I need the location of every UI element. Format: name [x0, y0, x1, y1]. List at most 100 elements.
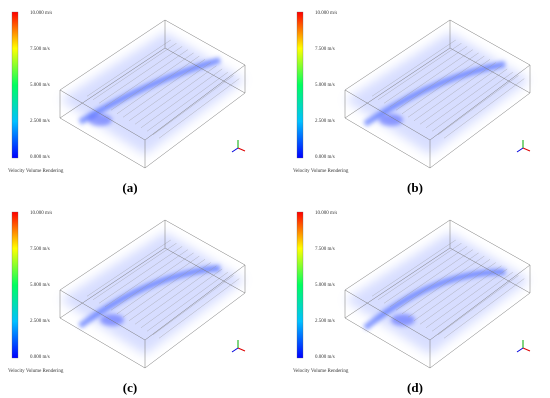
axis-z [516, 147, 524, 153]
wireframe [59, 289, 146, 341]
wireframe [59, 47, 166, 119]
panel: 10.000 m/s 7.500 m/s 5.000 m/s 2.500 m/s 0.0… [293, 211, 531, 395]
wireframe [116, 55, 200, 114]
wireframe [128, 262, 211, 321]
wireframe [140, 268, 223, 328]
wireframe [144, 92, 246, 169]
wireframe [371, 239, 456, 297]
wireframe [59, 247, 166, 319]
wireframe [443, 78, 525, 139]
wireframe [134, 65, 217, 125]
wireframe [122, 259, 206, 318]
flow-cloud [345, 232, 530, 355]
wireframe [344, 19, 451, 91]
axis-x [522, 347, 531, 352]
wireframe [59, 19, 166, 91]
wireframe [128, 62, 211, 121]
panel: 10.000 m/s 7.500 m/s 5.000 m/s 2.500 m/s 0.0… [293, 11, 531, 195]
legend-title: Velocity Volume Rendering [8, 169, 64, 174]
scale-label: 5.000 m/s [30, 283, 50, 288]
wireframe [344, 247, 451, 319]
axis-x [237, 147, 246, 152]
wireframe [344, 317, 431, 369]
wireframe [140, 68, 223, 128]
colorbar [296, 11, 304, 159]
legend-title: Velocity Volume Rendering [8, 369, 64, 374]
scale-label: 2.500 m/s [30, 319, 50, 324]
wireframe [98, 246, 183, 304]
flow-jet [363, 268, 506, 331]
flow-core [391, 314, 415, 326]
wireframe [449, 247, 531, 294]
wireframe [419, 65, 502, 125]
panel-label: (d) [407, 380, 423, 395]
wireframe [344, 47, 451, 119]
wireframe [413, 62, 496, 121]
wireframe [383, 246, 468, 304]
wireframe [146, 272, 228, 332]
axis-x [522, 147, 531, 152]
wireframe [86, 239, 171, 297]
flow-core [379, 114, 403, 126]
wireframe [104, 49, 188, 107]
legend-title: Velocity Volume Rendering [293, 369, 349, 374]
wireframe [425, 68, 508, 128]
wireframe [59, 219, 166, 291]
scale-label: 0.000 m/s [315, 355, 335, 360]
scale-label: 2.500 m/s [315, 119, 335, 124]
wireframe [144, 292, 246, 369]
scale-label: 10.000 m/s [30, 11, 52, 16]
axis-x [237, 347, 246, 352]
panel-label: (a) [122, 180, 137, 195]
wireframe [449, 19, 531, 66]
scale-label: 0.000 m/s [30, 355, 50, 360]
wireframe [164, 247, 246, 294]
wireframe [110, 52, 194, 111]
wireframe [116, 255, 200, 314]
wireframe [407, 259, 491, 318]
wireframe [344, 289, 431, 341]
scale-label: 10.000 m/s [30, 211, 52, 216]
wireframe [158, 78, 240, 139]
wireframe [401, 55, 485, 114]
wireframe [383, 46, 468, 104]
wireframe [110, 252, 194, 311]
wireframe [425, 268, 508, 328]
wireframe [86, 39, 171, 97]
panel-label: (b) [407, 180, 423, 195]
scale-label: 10.000 m/s [315, 211, 337, 216]
wireframe [413, 262, 496, 321]
wireframe [377, 243, 462, 300]
wireframe [395, 52, 479, 111]
wireframe [449, 47, 531, 94]
wireframe [407, 59, 491, 118]
flow-jet [78, 57, 221, 125]
wireframe [437, 75, 519, 135]
wireframe [344, 219, 451, 291]
wireframe [152, 75, 234, 135]
wireframe [401, 255, 485, 314]
colorbar [11, 211, 19, 359]
wireframe [389, 49, 473, 107]
wireframe [98, 46, 183, 104]
axis-z [516, 347, 524, 353]
axis-z [231, 347, 239, 353]
wireframe [164, 19, 246, 66]
wireframe [164, 47, 246, 94]
wireframe [429, 264, 531, 341]
wireframe [122, 59, 206, 118]
wireframe [377, 43, 462, 100]
colorbar [11, 11, 19, 159]
wireframe [429, 92, 531, 169]
wireframe [429, 292, 531, 369]
wireframe [59, 89, 146, 141]
scale-label: 5.000 m/s [315, 283, 335, 288]
wireframe [371, 39, 456, 97]
panel: 10.000 m/s 7.500 m/s 5.000 m/s 2.500 m/s 0.0… [8, 11, 246, 195]
wireframe [431, 272, 513, 332]
legend-title: Velocity Volume Rendering [293, 169, 349, 174]
wireframe [449, 219, 531, 266]
wireframe [152, 275, 234, 335]
scale-label: 0.000 m/s [30, 155, 50, 160]
